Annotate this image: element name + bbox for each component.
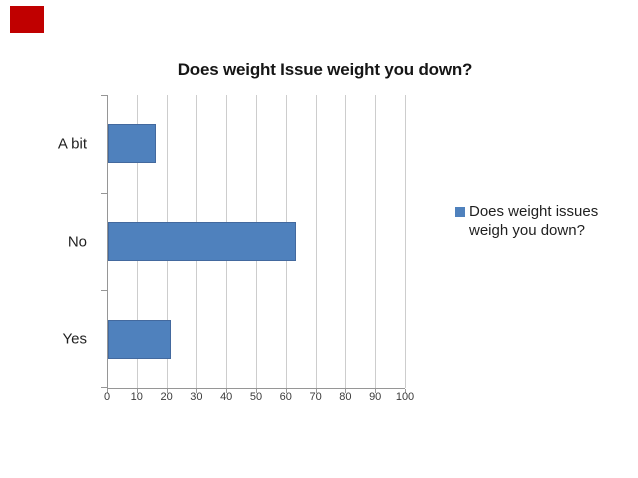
x-tick-label: 70 <box>309 391 322 403</box>
corner-mark <box>10 6 44 33</box>
x-axis-tick <box>375 389 377 393</box>
x-axis-tick <box>315 389 317 393</box>
x-tick-label: 80 <box>339 391 352 403</box>
x-tick-label: 100 <box>395 391 415 403</box>
x-axis-tick <box>136 389 138 393</box>
legend: Does weight issues weigh you down? <box>455 202 620 240</box>
y-axis-tick <box>101 95 107 96</box>
x-tick-label: 60 <box>279 391 292 403</box>
x-axis-line <box>107 388 405 389</box>
bar-a-bit <box>108 124 156 164</box>
x-tick-label: 50 <box>249 391 263 403</box>
y-axis-line <box>107 95 108 388</box>
chart-title: Does weight Issue weight you down? <box>177 60 473 79</box>
category-label: A bit <box>57 135 87 153</box>
x-tick-label: 40 <box>220 391 233 403</box>
legend-label: Does weight issues weigh you down? <box>469 203 599 239</box>
y-axis-tick <box>101 387 107 388</box>
x-axis-tick <box>405 389 406 393</box>
x-tick-label: 90 <box>369 391 382 403</box>
x-tick-label: 0 <box>103 391 111 403</box>
x-tick-label: 30 <box>190 391 203 403</box>
bar-yes <box>108 319 171 359</box>
gridline <box>315 95 317 388</box>
plot-area <box>101 95 406 393</box>
y-axis-tick <box>101 192 107 194</box>
x-axis-tick <box>226 389 228 393</box>
x-axis-tick <box>285 389 287 393</box>
gridline <box>345 95 347 388</box>
x-tick-label: 20 <box>160 391 173 403</box>
x-axis-tick <box>345 389 347 393</box>
y-axis-tick <box>101 290 107 292</box>
bar-no <box>108 222 296 261</box>
x-axis-tick <box>256 389 257 393</box>
x-tick-label: 10 <box>130 391 143 403</box>
x-axis-labels: 0 10 20 30 40 50 60 70 80 90 100 <box>103 391 414 405</box>
x-axis-tick <box>166 389 168 393</box>
category-label: Yes <box>62 330 87 348</box>
x-axis-tick <box>196 389 198 393</box>
legend-swatch-icon <box>455 207 465 217</box>
gridline <box>405 95 406 388</box>
category-label: No <box>67 233 87 250</box>
y-axis-labels: A bit No Yes <box>20 95 97 388</box>
gridline <box>375 95 377 388</box>
x-axis-tick <box>107 389 108 393</box>
